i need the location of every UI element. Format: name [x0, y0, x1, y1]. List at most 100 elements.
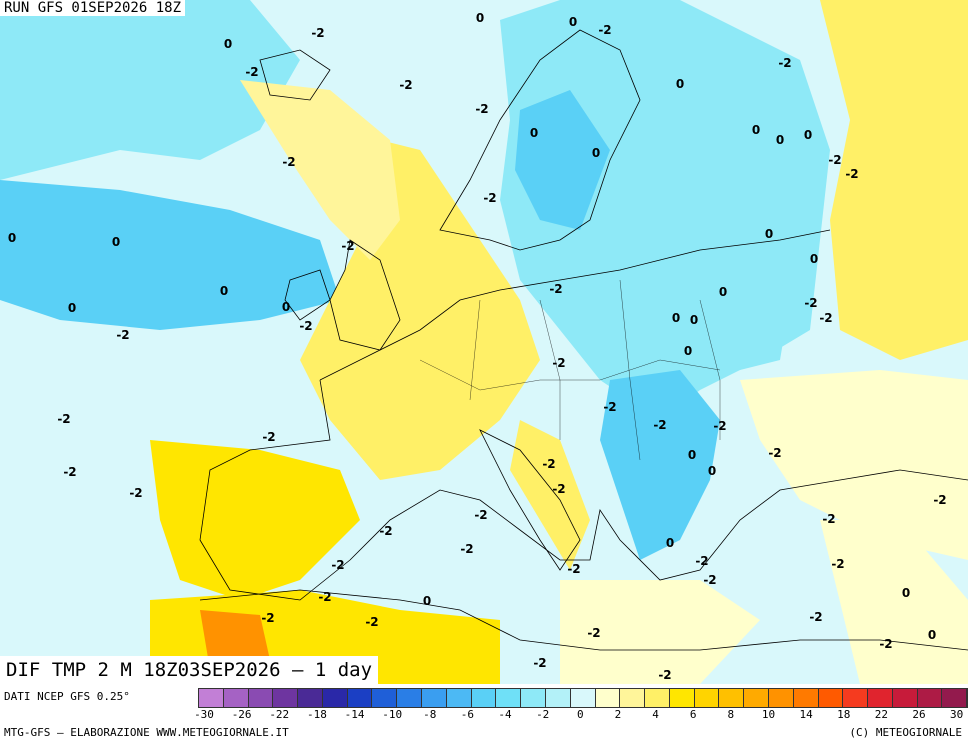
scale-swatch [545, 689, 571, 707]
scale-tick-label: -18 [306, 708, 327, 721]
temperature-difference-map: 0 0 -2 -2 -2 0 -2 -2 0 -2 0 0 0 0 0 -2 -2 -2 -2 0 0 0 -2 0 0 -2 0 0… [0, 0, 968, 684]
scale-tick-label: 26 [912, 708, 926, 721]
scale-swatch [397, 689, 423, 707]
contour-value-label: -2 [933, 493, 946, 507]
contour-value-label: -2 [542, 457, 555, 471]
scale-swatch [818, 689, 844, 707]
contour-value-label: -2 [587, 626, 600, 640]
warm-area-turkey [740, 370, 968, 560]
contour-value-label: 0 [224, 37, 232, 51]
scale-swatch [273, 689, 299, 707]
contour-value-label: -2 [129, 486, 142, 500]
scale-tick-label: 18 [837, 708, 851, 721]
contour-value-label: 0 [804, 128, 812, 142]
border-lines [419, 279, 721, 461]
cold-area-balkans [600, 370, 720, 560]
scale-swatch [620, 689, 646, 707]
contour-value-label: -2 [299, 319, 312, 333]
contour-value-label: 0 [928, 628, 936, 642]
scale-swatch [595, 689, 621, 707]
contour-value-label: 0 [282, 300, 290, 314]
contour-value-label: 0 [666, 536, 674, 550]
scale-swatch [199, 689, 224, 707]
warm-area-russia [820, 0, 968, 360]
contour-value-label: 0 [220, 284, 228, 298]
warm-area-atlantic-ridge [240, 80, 400, 260]
coastline-britain [329, 239, 401, 351]
contour-value-label: -2 [879, 637, 892, 651]
cold-area-atlantic-north [0, 0, 300, 180]
scale-tick-label: 0 [577, 708, 584, 721]
scale-tick-label: 22 [874, 708, 888, 721]
scale-tick-label: 10 [761, 708, 776, 721]
scale-swatch [793, 689, 819, 707]
warm-area-east-med [820, 520, 968, 684]
contour-labels: 0 0 -2 -2 -2 0 -2 -2 0 -2 0 0 0 0 0 -2 -2 -2 -2 0 0 0 -2 0 0 -2 0 0… [8, 11, 947, 682]
scale-tick-label: 2 [614, 708, 622, 721]
contour-value-label: 0 [672, 311, 680, 325]
contour-value-label: 0 [8, 231, 16, 245]
coastline-scandinavia [439, 29, 641, 251]
scale-swatch [942, 689, 968, 707]
coastline-continent [199, 229, 968, 601]
contour-value-label: -2 [768, 446, 781, 460]
contour-value-label: 0 [902, 586, 910, 600]
scale-tick-label: -8 [423, 708, 437, 721]
contour-value-label: 0 [592, 146, 600, 160]
scale-swatch [669, 689, 695, 707]
coastline-north-africa [199, 589, 968, 651]
scale-swatch [694, 689, 720, 707]
scale-swatch [322, 689, 348, 707]
contour-value-label: 0 [719, 285, 727, 299]
contour-value-label: -2 [261, 611, 274, 625]
contour-value-label: 0 [684, 344, 692, 358]
scale-tick-label: 14 [799, 708, 813, 721]
warm-area-italy [510, 420, 590, 570]
contour-value-label: -2 [483, 191, 496, 205]
scale-tick-label: -30 [194, 708, 214, 721]
scale-swatch [248, 689, 274, 707]
contour-value-label: -2 [845, 167, 858, 181]
cold-area-sweden-core [515, 90, 610, 230]
contour-value-label: -2 [379, 524, 392, 538]
contour-value-label: -2 [819, 311, 832, 325]
copyright-label: (C) METEOGIORNALE [849, 726, 962, 739]
contour-value-label: -2 [460, 542, 473, 556]
cold-area-atlantic-band [0, 180, 340, 330]
contour-value-label: -2 [474, 508, 487, 522]
contour-value-label: -2 [552, 356, 565, 370]
contour-value-label: -2 [713, 419, 726, 433]
scale-swatch [645, 689, 670, 707]
contour-value-label: -2 [549, 282, 562, 296]
contour-value-label: -2 [311, 26, 324, 40]
contour-value-label: 0 [752, 123, 760, 137]
scale-swatch [347, 689, 373, 707]
scale-tick-label: -4 [498, 708, 512, 721]
contour-value-label: -2 [703, 573, 716, 587]
contour-value-label: -2 [778, 56, 791, 70]
warm-area-iberia [150, 440, 360, 600]
scale-tick-label: -2 [536, 708, 550, 721]
product-label: DIF TMP 2 M 18Z03SEP2026 — 1 day [0, 656, 379, 684]
contour-value-label: 0 [676, 77, 684, 91]
coastline-italy [479, 429, 581, 571]
contour-value-label: -2 [804, 296, 817, 310]
scale-swatch [521, 689, 546, 707]
contour-value-label: -2 [567, 562, 580, 576]
scale-swatch [917, 689, 943, 707]
scale-tick-label: 6 [689, 708, 697, 721]
scale-swatch [446, 689, 472, 707]
contour-value-label: -2 [341, 239, 354, 253]
contour-value-label: -2 [653, 418, 666, 432]
scale-tick-label: 4 [652, 708, 659, 721]
contour-value-label: 0 [112, 235, 120, 249]
contour-value-label: 0 [68, 301, 76, 315]
contour-value-label: -2 [828, 153, 841, 167]
contour-value-label: -2 [399, 78, 412, 92]
scale-tick-label: -22 [269, 708, 290, 721]
credits-label: MTG-GFS — ELABORAZIONE WWW.METEOGIORNALE… [4, 726, 289, 739]
contour-value-label: 0 [688, 448, 696, 462]
scale-tick-label: -14 [344, 708, 365, 721]
contour-value-label: 0 [423, 594, 431, 608]
